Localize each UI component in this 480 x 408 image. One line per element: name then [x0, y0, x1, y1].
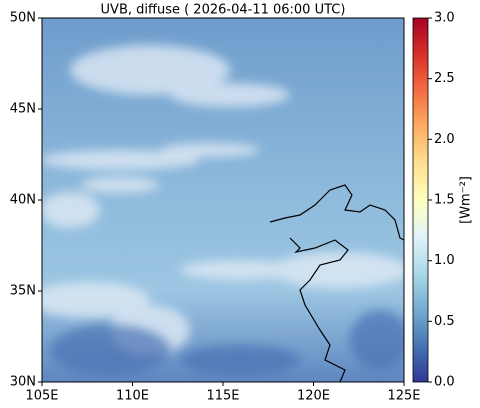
colorbar-tick-label: 3.0: [434, 11, 455, 26]
chart-title: UVB, diffuse ( 2026-04-11 06:00 UTC): [101, 3, 346, 18]
coastline: [269, 184, 404, 382]
y-tick-label: 30N: [10, 375, 36, 390]
colorbar-label: [Wm⁻²]: [459, 176, 474, 224]
colorbar-tick-label: 2.5: [434, 71, 455, 86]
x-tick-label: 115E: [206, 389, 239, 404]
colorbar-tick-label: 1.0: [434, 253, 455, 268]
y-tick-label: 35N: [10, 284, 36, 299]
x-tick-label: 105E: [25, 389, 58, 404]
colorbar-tick-label: 1.5: [434, 193, 455, 208]
colorbar-tick-label: 0.0: [434, 375, 455, 390]
y-tick-label: 50N: [10, 11, 36, 26]
colorbar-tick-label: 2.0: [434, 132, 455, 147]
x-tick-label: 110E: [116, 389, 149, 404]
y-tick-label: 40N: [10, 193, 36, 208]
x-tick-label: 120E: [297, 389, 330, 404]
y-tick-label: 45N: [10, 102, 36, 117]
colorbar: [412, 17, 429, 383]
colorbar-tick-label: 0.5: [434, 314, 455, 329]
x-tick-label: 125E: [387, 389, 420, 404]
map-field: [42, 18, 404, 382]
